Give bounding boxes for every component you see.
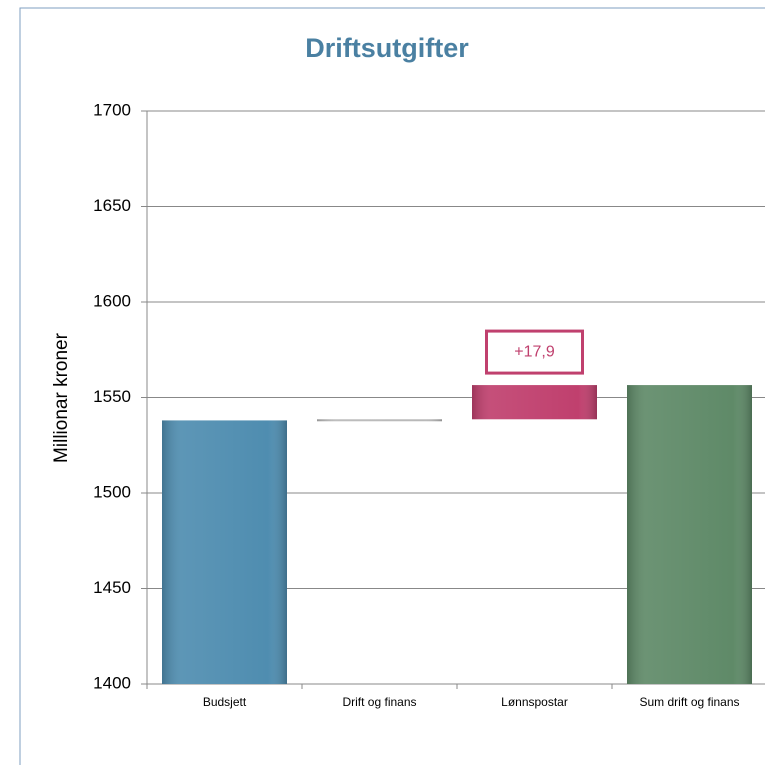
bar-shade — [627, 385, 752, 684]
bar-shade — [472, 385, 597, 420]
y-tick-label: 1600 — [93, 291, 131, 310]
y-tick-label: 1550 — [93, 387, 131, 406]
x-tick-label: Lønnspostar — [501, 695, 568, 709]
y-tick-label: 1700 — [93, 100, 131, 119]
bar-shade — [162, 420, 287, 684]
x-tick-label: Sum drift og finans — [639, 695, 739, 709]
y-tick-label: 1400 — [93, 673, 131, 692]
x-tick-label: Drift og finans — [342, 695, 416, 709]
x-tick-label: Budsjett — [203, 695, 247, 709]
chart-title: Driftsutgifter — [305, 33, 469, 63]
value-label: +17,9 — [514, 343, 555, 360]
value-label-box — [485, 329, 584, 375]
y-tick-label: 1650 — [93, 196, 131, 215]
y-axis-label: Millionar kroner — [51, 332, 72, 463]
y-tick-label: 1450 — [93, 578, 131, 597]
y-tick-label: 1500 — [93, 482, 131, 501]
bar-shade — [317, 419, 442, 422]
